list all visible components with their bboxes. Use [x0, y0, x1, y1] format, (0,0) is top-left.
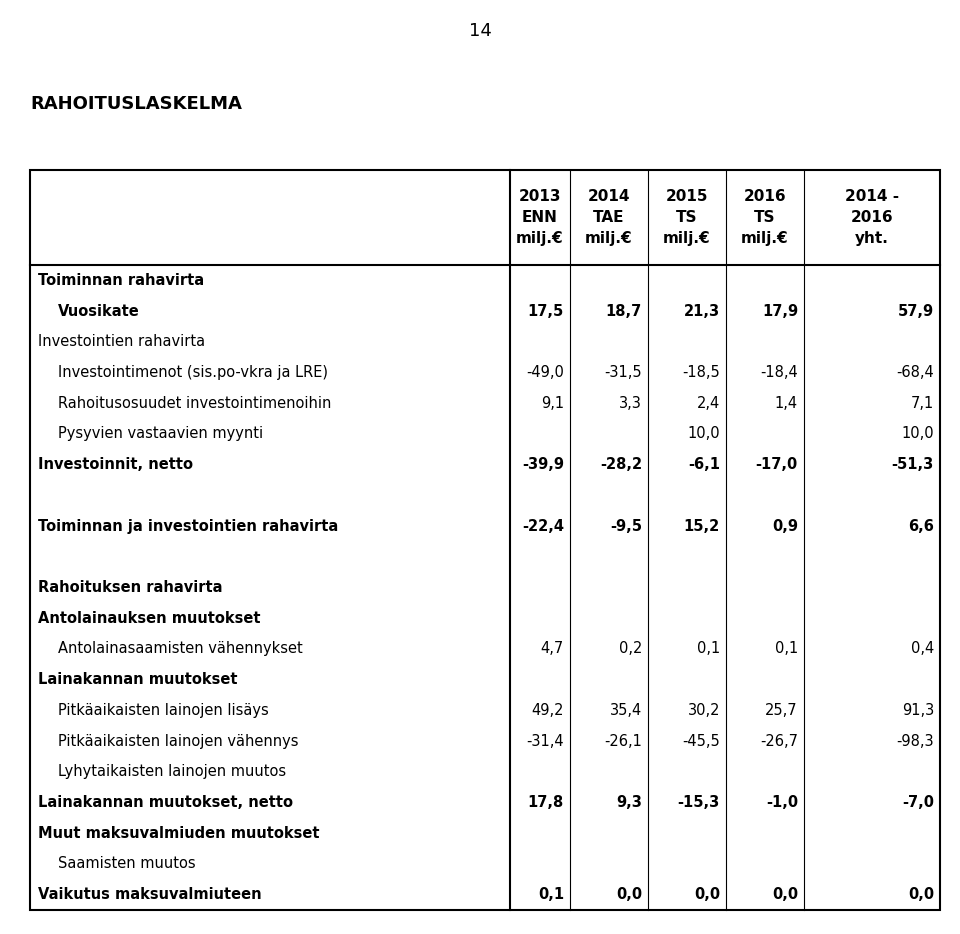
Text: Pysyvien vastaavien myynti: Pysyvien vastaavien myynti — [58, 427, 263, 442]
Text: 2014 -: 2014 - — [845, 189, 900, 204]
Text: 57,9: 57,9 — [898, 304, 934, 318]
Text: -1,0: -1,0 — [766, 795, 798, 810]
Text: TS: TS — [676, 210, 698, 225]
Text: milj.€: milj.€ — [586, 231, 633, 247]
Text: Muut maksuvalmiuden muutokset: Muut maksuvalmiuden muutokset — [38, 826, 320, 841]
Text: 10,0: 10,0 — [901, 427, 934, 442]
Text: 0,9: 0,9 — [772, 518, 798, 533]
Text: 6,6: 6,6 — [908, 518, 934, 533]
Text: Antolainasaamisten vähennykset: Antolainasaamisten vähennykset — [58, 642, 302, 657]
Text: -9,5: -9,5 — [610, 518, 642, 533]
Text: 0,1: 0,1 — [538, 887, 564, 902]
Text: Vaikutus maksuvalmiuteen: Vaikutus maksuvalmiuteen — [38, 887, 262, 902]
Text: TS: TS — [755, 210, 776, 225]
Text: 2016: 2016 — [744, 189, 786, 204]
Text: -68,4: -68,4 — [897, 365, 934, 380]
Text: 0,0: 0,0 — [908, 887, 934, 902]
Text: -31,5: -31,5 — [605, 365, 642, 380]
Text: -49,0: -49,0 — [526, 365, 564, 380]
Text: Investointimenot (sis.po-vkra ja LRE): Investointimenot (sis.po-vkra ja LRE) — [58, 365, 327, 380]
Text: -31,4: -31,4 — [526, 733, 564, 748]
Text: 14: 14 — [468, 22, 492, 40]
Text: 3,3: 3,3 — [619, 396, 642, 411]
Text: 7,1: 7,1 — [911, 396, 934, 411]
Text: -6,1: -6,1 — [688, 457, 720, 473]
Text: milj.€: milj.€ — [516, 231, 564, 247]
Text: -22,4: -22,4 — [522, 518, 564, 533]
Text: Toiminnan rahavirta: Toiminnan rahavirta — [38, 273, 204, 288]
Text: Rahoituksen rahavirta: Rahoituksen rahavirta — [38, 580, 223, 595]
Text: 2014: 2014 — [588, 189, 631, 204]
Text: -7,0: -7,0 — [902, 795, 934, 810]
Text: 30,2: 30,2 — [687, 703, 720, 718]
Text: 2015: 2015 — [665, 189, 708, 204]
Text: yht.: yht. — [855, 231, 889, 247]
Text: 17,5: 17,5 — [528, 304, 564, 318]
Text: 25,7: 25,7 — [765, 703, 798, 718]
Text: -15,3: -15,3 — [678, 795, 720, 810]
Text: 9,3: 9,3 — [616, 795, 642, 810]
Text: -18,4: -18,4 — [760, 365, 798, 380]
Text: 0,0: 0,0 — [772, 887, 798, 902]
Text: Toiminnan ja investointien rahavirta: Toiminnan ja investointien rahavirta — [38, 518, 338, 533]
Text: 2,4: 2,4 — [697, 396, 720, 411]
Text: Lainakannan muutokset, netto: Lainakannan muutokset, netto — [38, 795, 293, 810]
Text: 91,3: 91,3 — [901, 703, 934, 718]
Text: 0,0: 0,0 — [616, 887, 642, 902]
Text: -26,1: -26,1 — [604, 733, 642, 748]
Text: -18,5: -18,5 — [683, 365, 720, 380]
Text: ENN: ENN — [522, 210, 558, 225]
Text: Pitkäaikaisten lainojen vähennys: Pitkäaikaisten lainojen vähennys — [58, 733, 298, 748]
Bar — [30, 170, 940, 910]
Text: 0,0: 0,0 — [694, 887, 720, 902]
Text: Investoinnit, netto: Investoinnit, netto — [38, 457, 193, 473]
Text: 2016: 2016 — [851, 210, 894, 225]
Text: 0,2: 0,2 — [618, 642, 642, 657]
Text: Investointien rahavirta: Investointien rahavirta — [38, 334, 205, 349]
Text: -51,3: -51,3 — [892, 457, 934, 473]
Text: 18,7: 18,7 — [606, 304, 642, 318]
Text: 1,4: 1,4 — [775, 396, 798, 411]
Text: Lyhytaikaisten lainojen muutos: Lyhytaikaisten lainojen muutos — [58, 764, 286, 779]
Text: TAE: TAE — [593, 210, 625, 225]
Text: 0,1: 0,1 — [697, 642, 720, 657]
Text: 0,4: 0,4 — [911, 642, 934, 657]
Text: 15,2: 15,2 — [684, 518, 720, 533]
Text: -45,5: -45,5 — [683, 733, 720, 748]
Text: Antolainauksen muutokset: Antolainauksen muutokset — [38, 611, 260, 626]
Text: 49,2: 49,2 — [532, 703, 564, 718]
Text: 2013: 2013 — [518, 189, 562, 204]
Text: -98,3: -98,3 — [897, 733, 934, 748]
Text: Saamisten muutos: Saamisten muutos — [58, 856, 195, 871]
Text: Lainakannan muutokset: Lainakannan muutokset — [38, 672, 237, 687]
Text: 0,1: 0,1 — [775, 642, 798, 657]
Text: 21,3: 21,3 — [684, 304, 720, 318]
Text: Vuosikate: Vuosikate — [58, 304, 139, 318]
Text: Rahoitusosuudet investointimenoihin: Rahoitusosuudet investointimenoihin — [58, 396, 331, 411]
Text: -28,2: -28,2 — [600, 457, 642, 473]
Text: 35,4: 35,4 — [610, 703, 642, 718]
Text: milj.€: milj.€ — [741, 231, 789, 247]
Text: 10,0: 10,0 — [687, 427, 720, 442]
Text: -26,7: -26,7 — [760, 733, 798, 748]
Text: -17,0: -17,0 — [756, 457, 798, 473]
Text: RAHOITUSLASKELMA: RAHOITUSLASKELMA — [30, 95, 242, 113]
Text: 17,9: 17,9 — [762, 304, 798, 318]
Text: 4,7: 4,7 — [540, 642, 564, 657]
Text: milj.€: milj.€ — [663, 231, 710, 247]
Text: Pitkäaikaisten lainojen lisäys: Pitkäaikaisten lainojen lisäys — [58, 703, 268, 718]
Text: 9,1: 9,1 — [540, 396, 564, 411]
Text: 17,8: 17,8 — [528, 795, 564, 810]
Text: -39,9: -39,9 — [522, 457, 564, 473]
